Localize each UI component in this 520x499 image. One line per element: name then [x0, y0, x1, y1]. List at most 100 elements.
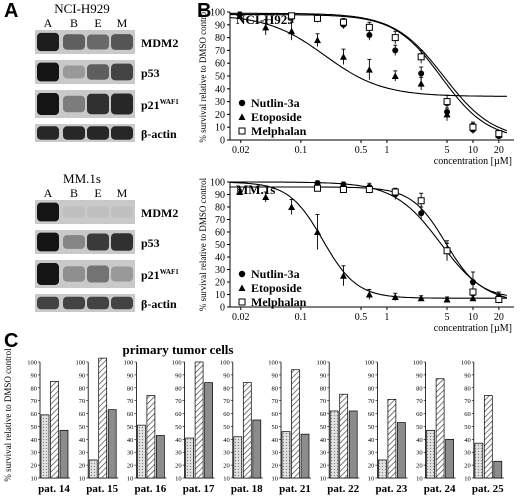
bar-category-label-pat-24: pat. 24	[424, 483, 456, 495]
band-p53-a	[37, 62, 59, 82]
bar-y-tick-label-pat-17-30: 30	[175, 450, 182, 457]
legend-label-melphalan: Melphalan	[251, 124, 307, 138]
bar-y-tick-label-pat-25-60: 60	[464, 411, 471, 418]
bar-y-tick-label-pat-18-10: 10	[223, 476, 230, 483]
band-actin-b	[63, 126, 85, 140]
band-p53-a	[37, 232, 59, 252]
band-mdm2-m	[111, 206, 133, 218]
x-tick-label-1: 1	[384, 312, 389, 323]
bar-y-tick-label-pat-15-60: 60	[79, 411, 86, 418]
point-melphalan	[288, 12, 296, 20]
y-axis-label: % survival relative to DMSO control	[198, 9, 208, 143]
band-mdm2-m	[111, 34, 133, 50]
bar-y-tick-label-pat-15-40: 40	[79, 437, 86, 444]
point-etoposide	[339, 272, 347, 279]
point-melphalan	[469, 123, 477, 131]
protein-label-p53: p53	[141, 66, 160, 80]
bar-pat-22-hatched	[339, 393, 349, 479]
bar-pat-25-hatched	[483, 395, 493, 479]
bar-y-tick-label-pat-25-20: 20	[464, 463, 471, 470]
band-actin-e	[87, 126, 109, 140]
point-etoposide	[443, 110, 451, 118]
y-tick-label-10: 10	[215, 290, 225, 301]
bar-y-tick-label-pat-22-60: 60	[320, 411, 327, 418]
band-actin-m	[111, 296, 133, 310]
bar-y-tick-label-pat-23-40: 40	[368, 437, 375, 444]
bar-y-tick-label-pat-22-10: 10	[320, 476, 327, 483]
bar-y-tick-label-pat-15-100: 100	[75, 360, 85, 367]
bar-y-tick-label-pat-16-10: 10	[127, 476, 134, 483]
y-tick-label-80: 80	[215, 203, 225, 214]
band-mdm2-b	[63, 206, 85, 218]
bar-pat-16-solid-gray	[156, 435, 165, 479]
point-etoposide	[313, 228, 321, 235]
bar-y-tick-label-pat-23-80: 80	[368, 385, 375, 392]
y-tick-label-50: 50	[215, 72, 225, 83]
x-tick-label-0-02: 0.02	[232, 145, 250, 156]
x-tick-label-20: 20	[494, 312, 504, 323]
y-tick-label-50: 50	[215, 240, 225, 251]
bar-y-tick-label-pat-24-50: 50	[416, 424, 423, 431]
bar-y-tick-label-pat-15-70: 70	[79, 398, 86, 405]
bar-y-tick-label-pat-17-80: 80	[175, 385, 182, 392]
bar-y-tick-label-pat-15-20: 20	[79, 463, 86, 470]
bar-y-tick-label-pat-23-60: 60	[368, 411, 375, 418]
lane-label-a: A	[44, 186, 53, 200]
bar-y-tick-label-pat-21-40: 40	[272, 437, 279, 444]
x-tick-label-10: 10	[468, 312, 478, 323]
x-tick-label-0-5: 0.5	[355, 145, 368, 156]
point-melphalan	[365, 186, 373, 193]
bar-y-tick-label-pat-16-50: 50	[127, 424, 134, 431]
lane-label-m: M	[117, 186, 128, 200]
point-etoposide	[262, 23, 270, 31]
legend-marker-nutlin-3a	[238, 270, 246, 278]
band-actin-m	[111, 126, 133, 140]
bar-y-tick-label-pat-24-90: 90	[416, 372, 423, 379]
point-etoposide	[443, 296, 451, 303]
bar-y-tick-label-pat-17-10: 10	[175, 476, 182, 483]
bar-y-tick-label-pat-15-80: 80	[79, 385, 86, 392]
bar-y-tick-label-pat-22-50: 50	[320, 424, 327, 431]
bar-pat-17-solid-gray	[204, 382, 213, 479]
bar-y-tick-label-pat-21-20: 20	[272, 463, 279, 470]
point-melphalan	[313, 14, 321, 22]
bar-pat-18-solid-gray	[252, 419, 262, 479]
point-etoposide	[417, 80, 425, 87]
bar-y-tick-label-pat-14-40: 40	[31, 437, 38, 444]
band-p53-e	[87, 64, 109, 80]
band-p21-e	[87, 93, 109, 115]
fit-curve-melphalan	[230, 12, 508, 132]
bar-category-label-pat-18: pat. 18	[231, 483, 263, 495]
point-nutlin-3a	[418, 210, 425, 217]
band-mdm2-b	[63, 34, 85, 50]
x-tick-label-0-1: 0.1	[295, 145, 308, 156]
bar-pat-21-hatched	[291, 369, 300, 479]
bar-y-tick-label-pat-17-20: 20	[175, 463, 182, 470]
bar-y-tick-label-pat-23-30: 30	[368, 450, 375, 457]
x-tick-label-1: 1	[384, 145, 389, 156]
bar-pat-24-solid-gray	[445, 438, 454, 479]
bar-y-tick-label-pat-24-80: 80	[416, 385, 423, 392]
bar-y-tick-label-pat-14-70: 70	[31, 398, 38, 405]
bar-category-label-pat-22: pat. 22	[327, 483, 359, 495]
bar-pat-14-dotted	[40, 414, 50, 479]
bar-pat-18-dotted	[233, 436, 243, 479]
legend-marker-nutlin-3a	[238, 99, 246, 107]
bar-y-tick-label-pat-17-70: 70	[175, 398, 182, 405]
bar-y-tick-label-pat-22-20: 20	[320, 463, 327, 470]
bar-y-tick-label-pat-17-100: 100	[172, 360, 182, 367]
y-tick-label-90: 90	[215, 20, 225, 31]
point-melphalan	[339, 186, 347, 193]
band-p53-m	[111, 63, 133, 81]
bar-y-tick-label-pat-14-60: 60	[31, 411, 38, 418]
y-tick-label-60: 60	[215, 59, 225, 70]
blot-title-nci-h929: NCI-H929	[54, 1, 110, 16]
bar-y-tick-label-pat-24-20: 20	[416, 463, 423, 470]
band-actin-e	[87, 296, 109, 310]
bar-y-axis-label: % survival relative to DMSO control	[3, 348, 13, 482]
bar-y-tick-label-pat-24-30: 30	[416, 450, 423, 457]
lane-label-m: M	[117, 16, 128, 30]
bar-y-tick-label-pat-21-50: 50	[272, 424, 279, 431]
x-tick-label-0-1: 0.1	[295, 312, 308, 323]
band-p21-m	[111, 266, 133, 282]
